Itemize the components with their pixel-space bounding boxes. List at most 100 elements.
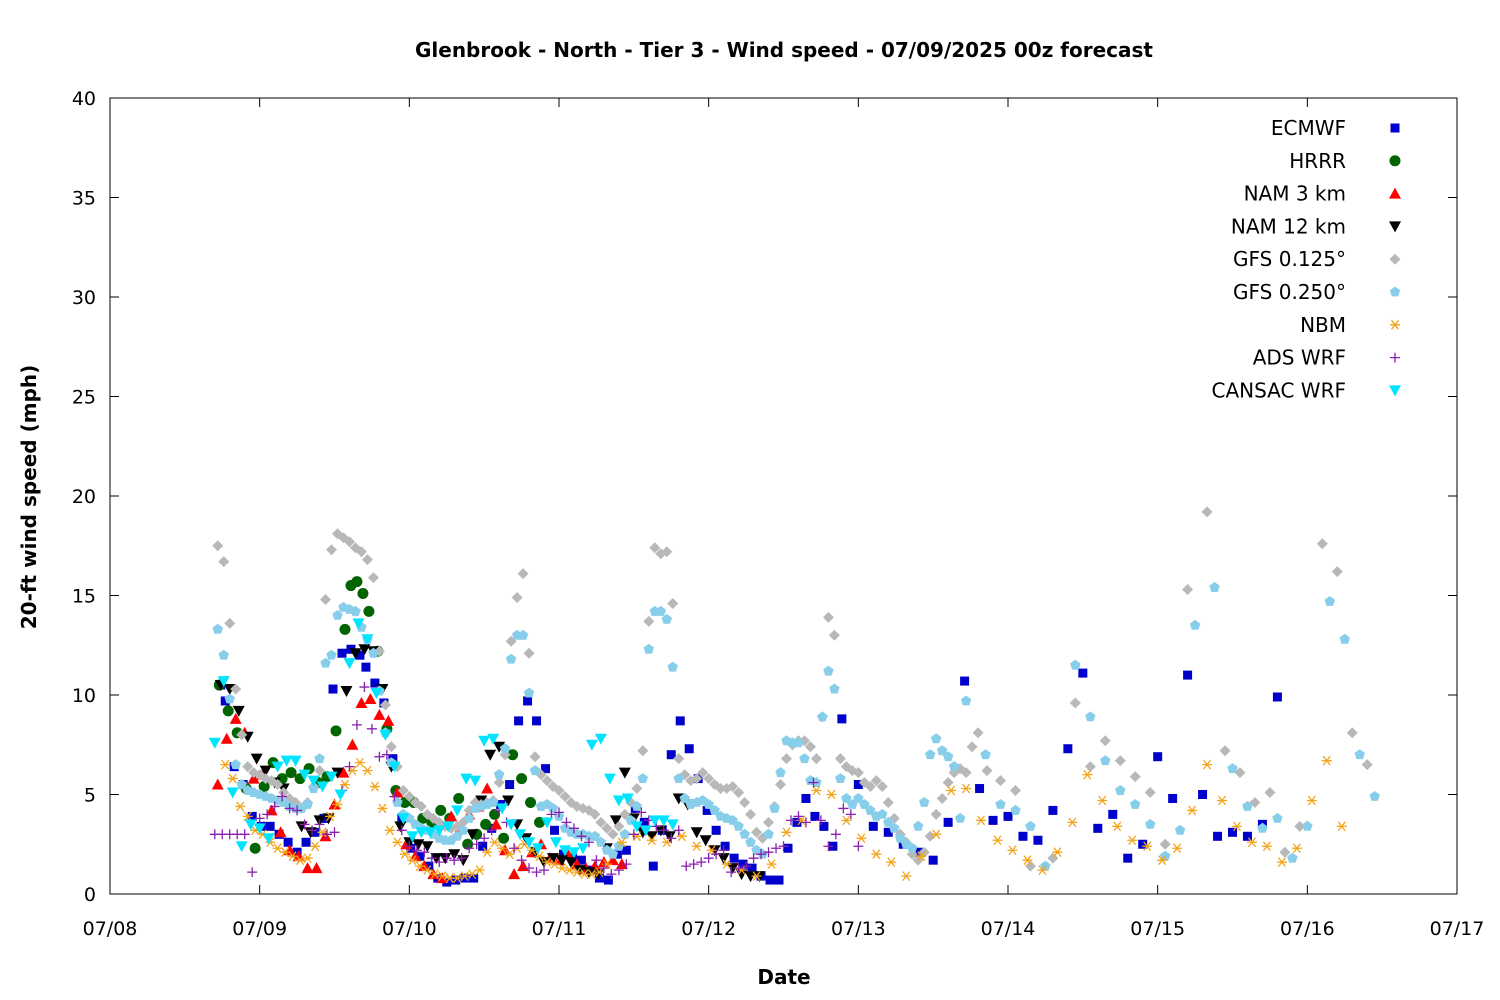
data-point bbox=[828, 629, 840, 641]
data-point bbox=[471, 839, 482, 850]
legend-label: ECMWF bbox=[1271, 116, 1346, 140]
legend-label: GFS 0.125° bbox=[1233, 247, 1346, 271]
data-point bbox=[763, 828, 774, 839]
data-point bbox=[666, 833, 677, 844]
y-tick-label: 15 bbox=[72, 586, 96, 608]
legend-item: ECMWF bbox=[1271, 116, 1400, 140]
data-point bbox=[763, 816, 775, 828]
data-point bbox=[272, 779, 284, 791]
data-point bbox=[493, 769, 505, 779]
data-point bbox=[643, 615, 655, 627]
data-point bbox=[1202, 759, 1213, 770]
data-point bbox=[547, 802, 559, 813]
data-point bbox=[1018, 831, 1028, 841]
data-point bbox=[415, 827, 428, 839]
data-point bbox=[328, 684, 338, 694]
data-point bbox=[702, 805, 712, 815]
data-point bbox=[1138, 839, 1148, 849]
data-point bbox=[631, 783, 643, 795]
data-point bbox=[349, 648, 362, 660]
data-point bbox=[532, 716, 542, 726]
data-point bbox=[606, 869, 617, 880]
data-point bbox=[756, 849, 767, 860]
data-point bbox=[1219, 745, 1231, 757]
data-point bbox=[853, 793, 864, 803]
data-point bbox=[357, 588, 369, 600]
data-point bbox=[283, 837, 293, 847]
data-point bbox=[1321, 755, 1332, 766]
data-point bbox=[675, 716, 685, 726]
data-point bbox=[1037, 865, 1048, 876]
data-point bbox=[310, 827, 320, 837]
data-point bbox=[277, 791, 288, 802]
data-point bbox=[936, 745, 948, 756]
data-point bbox=[1007, 845, 1018, 856]
data-point bbox=[883, 827, 893, 837]
data-point bbox=[352, 618, 365, 630]
data-point bbox=[1302, 820, 1313, 831]
data-point bbox=[534, 851, 545, 862]
data-point bbox=[561, 817, 572, 828]
data-point bbox=[542, 857, 553, 868]
axis-ticks: 0 5 10 15 20 25 30 35 40 07/08 07/09 07/10 07/11 07/1… bbox=[72, 88, 1485, 940]
x-tick-label: 07/12 bbox=[681, 918, 736, 940]
data-point bbox=[302, 799, 313, 809]
data-point bbox=[1272, 812, 1283, 823]
data-point bbox=[657, 815, 670, 827]
data-point bbox=[690, 827, 703, 839]
data-point bbox=[424, 861, 434, 871]
data-point bbox=[523, 647, 535, 659]
data-point bbox=[389, 791, 400, 802]
data-point bbox=[646, 835, 657, 846]
data-point bbox=[244, 819, 257, 831]
data-point bbox=[460, 773, 473, 785]
data-point bbox=[212, 540, 224, 552]
data-point bbox=[1009, 785, 1021, 797]
legend-label: ADS WRF bbox=[1253, 346, 1346, 370]
data-point bbox=[379, 729, 392, 741]
data-point bbox=[648, 815, 661, 827]
data-point bbox=[308, 783, 319, 793]
data-point bbox=[332, 799, 343, 810]
data-point bbox=[775, 767, 786, 778]
data-point bbox=[696, 857, 707, 868]
data-point bbox=[1112, 821, 1123, 832]
data-point bbox=[630, 821, 643, 833]
data-point bbox=[445, 810, 458, 822]
data-point bbox=[835, 773, 846, 783]
data-point bbox=[421, 841, 434, 853]
data-point bbox=[727, 814, 738, 825]
data-point bbox=[1287, 852, 1298, 863]
data-point bbox=[539, 865, 550, 876]
data-point bbox=[269, 801, 280, 812]
data-point bbox=[359, 682, 370, 693]
data-point bbox=[254, 813, 265, 824]
data-point bbox=[841, 793, 852, 803]
data-point bbox=[726, 863, 739, 875]
data-point bbox=[870, 775, 882, 787]
series-7 bbox=[209, 682, 864, 880]
data-point bbox=[523, 837, 536, 849]
data-point bbox=[637, 773, 648, 783]
data-point bbox=[913, 820, 924, 831]
data-point bbox=[673, 825, 684, 836]
data-point bbox=[711, 825, 721, 835]
legend-marker bbox=[1389, 187, 1401, 199]
data-point bbox=[830, 829, 841, 840]
data-point bbox=[343, 536, 355, 548]
data-point bbox=[499, 743, 511, 754]
data-point bbox=[639, 825, 652, 837]
data-point bbox=[229, 712, 242, 724]
data-point bbox=[415, 851, 425, 861]
x-tick-label: 07/17 bbox=[1430, 918, 1485, 940]
data-point bbox=[307, 825, 318, 836]
data-point bbox=[301, 837, 311, 847]
data-point bbox=[717, 853, 730, 865]
data-point bbox=[1276, 857, 1287, 868]
data-point bbox=[1189, 619, 1201, 630]
data-point bbox=[331, 767, 344, 779]
data-point bbox=[595, 816, 607, 828]
data-point bbox=[326, 544, 338, 556]
data-point bbox=[895, 832, 906, 843]
